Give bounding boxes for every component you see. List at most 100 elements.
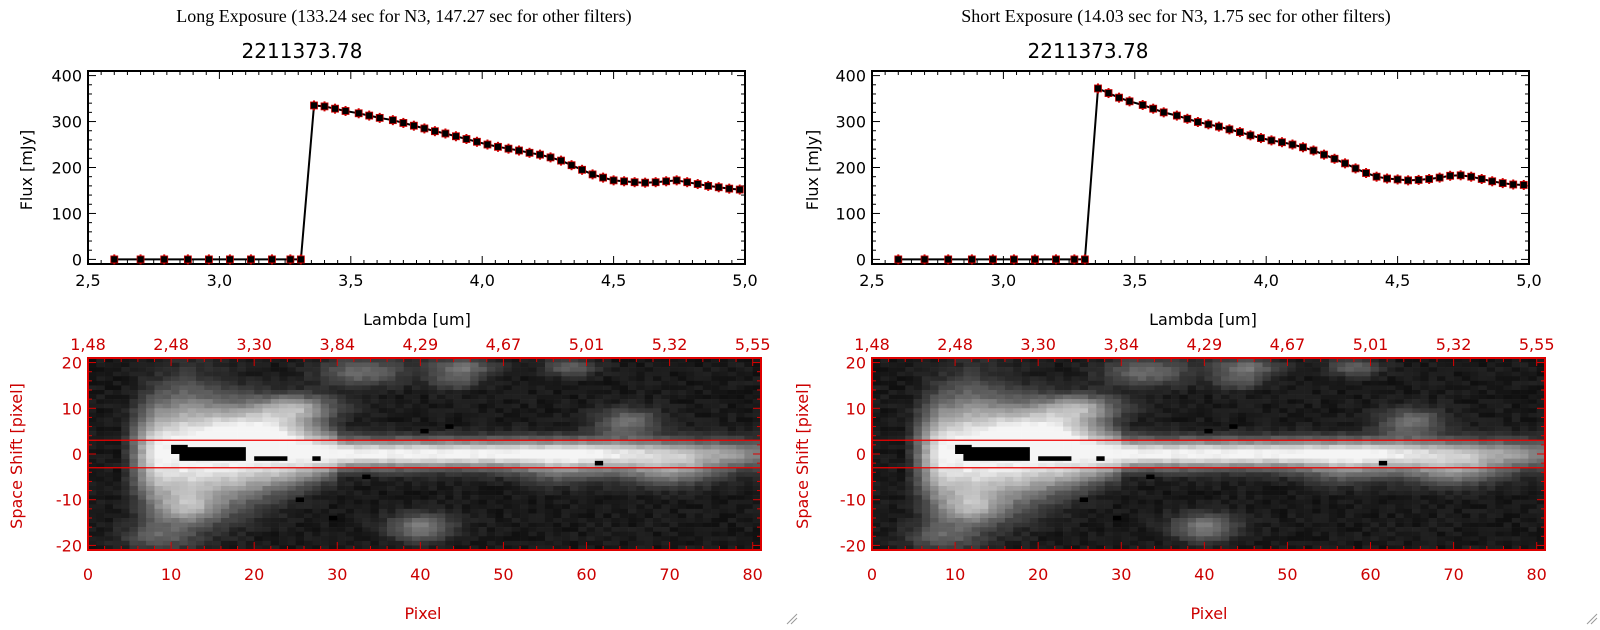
top-tick-label: 4,67 — [1270, 335, 1306, 354]
data-point — [1225, 125, 1234, 134]
panel-short-exposure: Short Exposure (14.03 sec for N3, 1.75 s… — [793, 6, 1555, 623]
data-point — [452, 132, 460, 141]
panel-caption: Short Exposure (14.03 sec for N3, 1.75 s… — [961, 6, 1390, 27]
x-tick-label: 60 — [1360, 565, 1380, 584]
x-tick-label: 20 — [244, 565, 264, 584]
y-tick-label: 10 — [62, 399, 82, 418]
data-point — [268, 255, 276, 264]
data-point — [944, 255, 953, 264]
x-tick-label: 30 — [327, 565, 347, 584]
data-point — [567, 161, 576, 170]
data-point — [1446, 171, 1455, 180]
heatmap-cells — [88, 358, 762, 551]
data-point — [1435, 173, 1444, 182]
top-tick-label: 2,48 — [153, 335, 189, 354]
data-point — [247, 255, 255, 264]
bad-pixel — [362, 474, 371, 480]
data-point — [651, 178, 660, 187]
bad-pixel — [1229, 424, 1238, 429]
data-point — [1488, 177, 1497, 186]
top-tick-label: 5,01 — [1353, 335, 1389, 354]
heatmap-cells — [872, 358, 1546, 551]
x-tick-label: 2,5 — [75, 271, 100, 290]
data-point — [1288, 140, 1297, 149]
data-point — [1159, 108, 1168, 117]
data-point — [441, 129, 450, 138]
data-point — [609, 176, 618, 185]
bad-pixel — [955, 444, 972, 454]
data-point — [375, 113, 384, 122]
data-point — [662, 177, 671, 186]
data-point — [1115, 93, 1123, 102]
data-point — [483, 140, 492, 149]
data-point — [1456, 171, 1465, 180]
data-point — [388, 116, 397, 125]
x-tick-label: 10 — [945, 565, 965, 584]
bad-pixel — [1146, 474, 1155, 480]
data-point — [1183, 114, 1192, 123]
resize-grip-icon[interactable] — [1586, 613, 1598, 625]
bad-pixel — [445, 424, 454, 429]
data-point — [1477, 175, 1486, 183]
data-point — [1204, 120, 1213, 129]
data-point — [1278, 138, 1286, 147]
x-tick-label: 0 — [83, 565, 93, 584]
bad-pixel — [295, 497, 305, 502]
data-point — [546, 153, 555, 162]
data-point — [894, 255, 903, 264]
plot-frame — [871, 70, 1530, 265]
data-point — [1425, 175, 1434, 183]
top-tick-label: 5,32 — [652, 335, 688, 354]
resize-grip-icon[interactable] — [786, 613, 798, 625]
x-tick-label: 3,0 — [207, 271, 232, 290]
bad-pixel — [171, 444, 188, 454]
x-tick-label: 80 — [743, 565, 763, 584]
spectrum-x-axis-label: Lambda [um] — [363, 310, 471, 329]
x-tick-label: 3,5 — [1122, 271, 1147, 290]
data-point — [1236, 128, 1244, 137]
data-point — [683, 178, 692, 187]
spatial-heatmap: 0 10 20 30 40 50 60 70 80 1,48 2,48 3,30 3,84 4,29 4,6… — [56, 335, 771, 584]
data-point — [296, 255, 305, 264]
data-point — [1341, 159, 1349, 168]
heatmap-x-axis-label: Pixel — [404, 604, 441, 623]
spectrum-x-axis-label: Lambda [um] — [1149, 310, 1257, 329]
data-point — [735, 185, 744, 194]
x-tick-label: 80 — [1527, 565, 1547, 584]
y-tick-label: 0 — [856, 445, 866, 464]
y-tick-label: 10 — [846, 399, 866, 418]
heatmap-x-axis-label: Pixel — [1190, 604, 1227, 623]
data-point — [1010, 255, 1018, 264]
y-tick-label: 400 — [51, 67, 82, 86]
heatmap-y-axis-label: Space Shift [pixel] — [7, 383, 26, 529]
y-tick-label: -10 — [840, 491, 866, 510]
data-point — [725, 184, 734, 193]
bad-pixel — [1079, 497, 1089, 502]
data-point — [967, 255, 976, 264]
data-point — [310, 101, 318, 110]
data-point — [988, 255, 997, 264]
x-tick-label: 50 — [1277, 565, 1297, 584]
data-point — [341, 107, 350, 115]
data-point — [1309, 146, 1318, 155]
x-tick-label: 0 — [867, 565, 877, 584]
top-tick-label: 5,32 — [1436, 335, 1472, 354]
data-point — [1080, 255, 1089, 264]
data-point — [1372, 172, 1381, 181]
y-tick-label: 400 — [835, 67, 866, 86]
data-point — [365, 111, 374, 120]
data-point — [494, 142, 502, 151]
top-tick-label: 5,55 — [735, 335, 771, 354]
data-point — [409, 121, 418, 130]
y-tick-label: 0 — [72, 250, 82, 269]
spectrum-title: 2211373.78 — [1028, 39, 1149, 63]
y-tick-label: 200 — [51, 159, 82, 178]
data-point — [1031, 255, 1039, 264]
bad-pixel — [594, 460, 604, 466]
x-tick-label: 40 — [410, 565, 430, 584]
bad-pixel — [179, 447, 246, 461]
y-tick-label: 200 — [835, 159, 866, 178]
heatmap-y-axis-label: Space Shift [pixel] — [793, 383, 812, 529]
data-point — [525, 148, 534, 157]
